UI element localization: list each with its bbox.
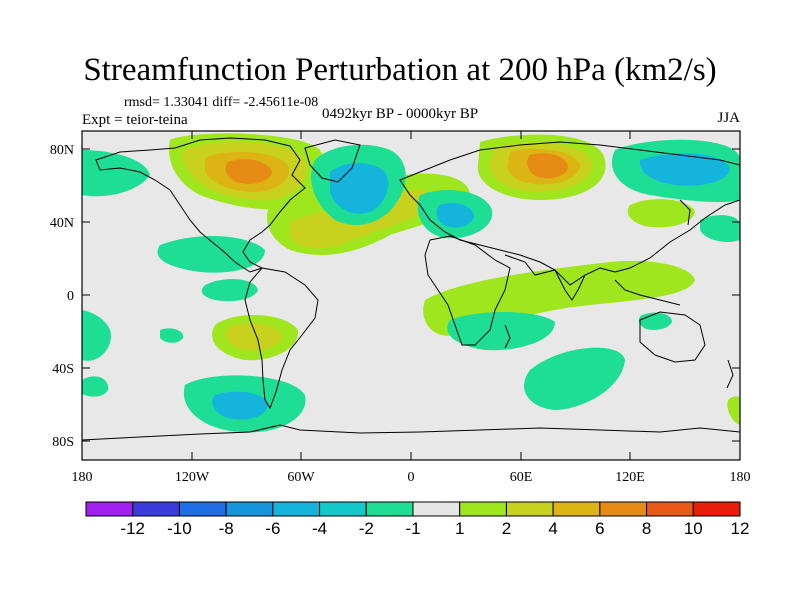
axis-ticks [82,131,740,460]
lat-tick-labels: 80N 40N 0 40S 80S [50,143,74,450]
colorbar-label: 8 [642,519,651,538]
colorbar-swatch [319,501,367,517]
colorbar-swatch [85,501,134,517]
lon-tick-120w: 120W [175,470,210,485]
colorbar-swatch [178,501,227,517]
anomaly-shading [82,133,740,433]
colorbar-swatch [132,501,180,517]
colorbar-label: 6 [595,519,604,538]
colorbar-swatch [552,501,601,517]
lon-tick-0: 0 [408,470,415,485]
lon-tick-180w: 180 [72,470,93,485]
figure-title: Streamfunction Perturbation at 200 hPa (… [83,52,717,88]
colorbar-label: -10 [167,519,192,538]
lat-tick-80s: 80S [52,435,74,450]
colorbar-swatch [459,501,507,517]
colorbar-label: -4 [312,519,327,538]
season-label: JJA [717,110,740,126]
colorbar-swatch [412,501,461,517]
coastlines [82,137,740,441]
colorbar-label: 1 [455,519,464,538]
period-label: 0492kyr BP - 0000kyr BP [322,106,479,122]
lat-tick-40n: 40N [50,216,74,231]
colorbar-swatch [505,501,554,517]
colorbar-label: -6 [265,519,280,538]
colorbar-label: 10 [684,519,703,538]
colorbar-swatch [225,501,274,517]
colorbar-label: 4 [548,519,557,538]
lon-tick-120e: 120E [615,470,645,485]
colorbar-label: -1 [405,519,420,538]
colorbar-swatch [272,501,321,517]
lat-tick-40s: 40S [52,362,74,377]
colorbar-swatch [646,501,694,517]
colorbar-swatch [599,501,648,517]
lon-tick-180e: 180 [730,470,751,485]
lat-tick-80n: 80N [50,143,74,158]
colorbar: -12 -10 -8 -6 -4 -2 -1 1 2 4 6 8 10 12 [85,501,750,538]
colorbar-label: 2 [502,519,511,538]
colorbar-swatch [692,501,741,517]
colorbar-label: -2 [359,519,374,538]
colorbar-label: -8 [219,519,234,538]
experiment-label: Expt = teior-teina [82,112,188,128]
lon-tick-labels: 180 120W 60W 0 60E 120E 180 [72,470,751,485]
colorbar-swatch [365,501,414,517]
lat-tick-0: 0 [67,289,74,304]
stats-line: rmsd= 1.33041 diff= -2.45611e-08 [124,95,319,110]
lon-tick-60e: 60E [510,470,533,485]
colorbar-label: 12 [731,519,750,538]
lon-tick-60w: 60W [287,470,315,485]
colorbar-label: -12 [120,519,145,538]
